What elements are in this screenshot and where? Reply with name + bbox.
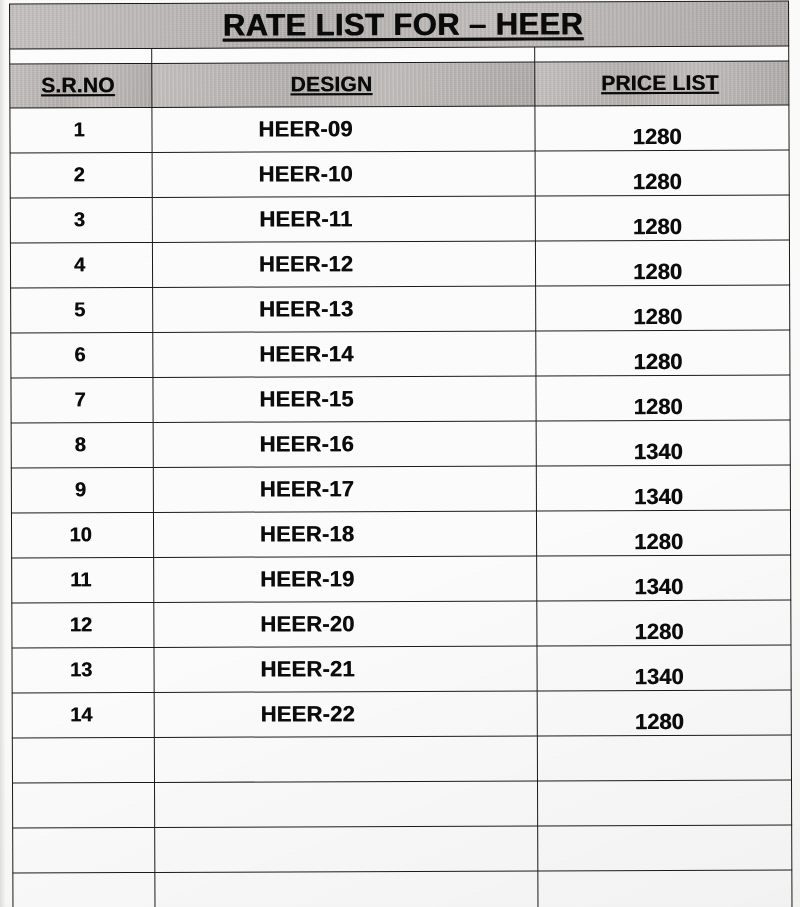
empty-cell-sr: [12, 737, 155, 783]
cell-price-container: 1280: [534, 105, 790, 151]
spacer-cell-sr: [9, 48, 152, 64]
column-header-row: S.R.NO DESIGN PRICE LIST: [9, 61, 789, 108]
cell-price: 1280: [634, 528, 684, 555]
cell-price: 1280: [633, 348, 683, 375]
column-header-sr-label: S.R.NO: [41, 74, 115, 98]
cell-design-code: HEER-16: [259, 431, 354, 457]
empty-cell-sr: [12, 872, 156, 907]
title-row: RATE LIST FOR – HEER: [9, 1, 789, 49]
page-title: RATE LIST FOR – HEER: [222, 6, 584, 43]
cell-design-code-container: HEER-19: [153, 555, 537, 603]
table-row-empty: [12, 870, 793, 907]
cell-design-code: HEER-22: [260, 701, 355, 727]
cell-design-code-container: HEER-15: [152, 375, 537, 423]
cell-design-code: HEER-21: [260, 656, 355, 682]
column-header-design-label: DESIGN: [290, 73, 373, 97]
cell-design-code-container: HEER-09: [151, 105, 536, 153]
empty-cell-price: [537, 780, 792, 826]
cell-price: 1280: [632, 123, 682, 150]
cell-price: 1280: [634, 618, 684, 645]
rate-list-table-body: RATE LIST FOR – HEER S.R.NO DESIGN: [9, 1, 793, 907]
cell-design-code-container: HEER-10: [152, 150, 536, 198]
cell-design-code-container: HEER-22: [154, 690, 538, 738]
empty-cell-sr: [12, 782, 155, 828]
cell-design-code: HEER-15: [259, 386, 354, 412]
cell-price: 1340: [634, 573, 684, 600]
cell-design-code-container: HEER-13: [152, 285, 536, 333]
cell-price: 1280: [633, 393, 683, 420]
cell-design-code: HEER-18: [259, 521, 355, 547]
spacer-cell-design: [151, 46, 535, 64]
cell-design-code: HEER-12: [258, 251, 354, 277]
cell-design-code-container: HEER-16: [153, 420, 537, 468]
cell-design-code: HEER-10: [258, 161, 353, 187]
cell-design-code: HEER-13: [258, 296, 354, 322]
cell-design-code-container: HEER-14: [152, 330, 536, 378]
cell-price: 1280: [632, 213, 682, 240]
cell-design-code: HEER-11: [259, 206, 353, 232]
column-header-design: DESIGN: [151, 61, 535, 108]
cell-design-code: HEER-20: [260, 611, 355, 637]
cell-design-code-container: HEER-11: [152, 195, 536, 243]
cell-price: 1280: [634, 708, 684, 735]
empty-cell-sr: [12, 827, 155, 873]
empty-cell-design: [154, 735, 538, 783]
rate-list-table: RATE LIST FOR – HEER S.R.NO DESIGN: [9, 1, 793, 907]
cell-design-code-container: HEER-20: [153, 600, 537, 648]
empty-cell-price: [537, 870, 793, 907]
cell-price: 1280: [633, 303, 683, 330]
cell-design-code-container: HEER-18: [153, 510, 537, 558]
cell-design-code-container: HEER-17: [153, 465, 537, 513]
column-header-sr: S.R.NO: [9, 63, 152, 108]
empty-cell-design: [154, 825, 538, 873]
cell-price: 1280: [632, 168, 682, 195]
cell-design-code: HEER-09: [258, 116, 353, 142]
title-cell: RATE LIST FOR – HEER: [9, 1, 789, 49]
table-row-empty: [12, 780, 792, 828]
empty-cell-design: [154, 780, 538, 828]
cell-design-code: HEER-19: [260, 566, 355, 592]
cell-price: 1340: [633, 483, 683, 510]
empty-cell-price: [537, 825, 792, 871]
cell-design-code-container: HEER-12: [152, 240, 536, 288]
table-row: 1 HEER-09 1280: [9, 105, 790, 153]
cell-design-code: HEER-17: [259, 476, 355, 502]
spacer-cell-price: [534, 46, 789, 62]
table-row-empty: [12, 825, 792, 873]
cell-design-code: HEER-14: [259, 341, 354, 367]
column-header-price: PRICE LIST: [534, 61, 789, 106]
column-header-price-label: PRICE LIST: [601, 71, 719, 96]
empty-cell-design: [154, 870, 539, 907]
cell-price: 1340: [633, 438, 683, 465]
cell-price: 1280: [633, 258, 683, 285]
cell-design-code-container: HEER-21: [153, 645, 538, 693]
cell-price: 1340: [634, 663, 684, 690]
